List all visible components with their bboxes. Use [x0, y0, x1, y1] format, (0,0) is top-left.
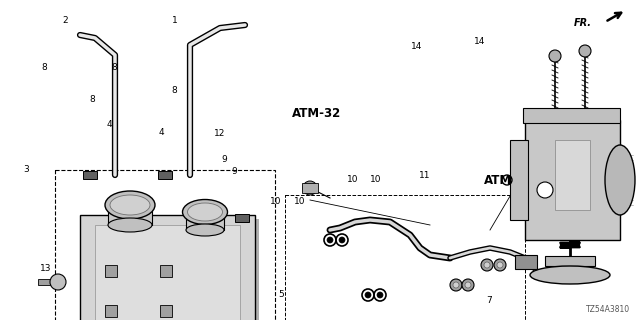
Bar [80, 215, 255, 320]
Text: 1: 1 [172, 16, 177, 25]
Bar [138, 221, 152, 229]
Text: 10: 10 [347, 175, 358, 184]
Bar [186, 212, 224, 230]
Circle shape [537, 182, 553, 198]
Bar [555, 140, 590, 210]
Text: 10: 10 [270, 197, 282, 206]
Circle shape [579, 45, 591, 57]
Circle shape [497, 262, 503, 268]
Bar [83, 171, 97, 179]
Circle shape [465, 282, 471, 288]
Bar [515, 255, 537, 269]
Bar [285, 195, 525, 320]
Circle shape [303, 181, 317, 195]
Text: 11: 11 [419, 171, 430, 180]
Circle shape [339, 237, 345, 243]
Ellipse shape [188, 203, 223, 221]
Ellipse shape [110, 195, 150, 215]
Circle shape [365, 292, 371, 298]
Bar [235, 214, 249, 222]
Bar [55, 170, 275, 320]
Text: 14: 14 [411, 42, 422, 51]
Text: 4: 4 [159, 128, 164, 137]
Bar [545, 256, 595, 266]
Bar [108, 205, 152, 225]
Text: 9: 9 [231, 167, 237, 176]
Text: 8: 8 [171, 86, 177, 95]
Circle shape [327, 237, 333, 243]
Text: 10: 10 [370, 175, 381, 184]
Circle shape [462, 279, 474, 291]
Circle shape [50, 274, 66, 290]
Bar [105, 305, 117, 317]
Text: 7: 7 [486, 296, 492, 305]
Circle shape [494, 259, 506, 271]
Text: ATM-32: ATM-32 [292, 107, 341, 120]
Text: 6: 6 [531, 268, 537, 276]
Bar [510, 140, 528, 220]
Bar [302, 183, 318, 193]
Text: 13: 13 [40, 264, 52, 273]
Bar [525, 120, 620, 240]
Text: 4: 4 [106, 120, 112, 129]
Ellipse shape [108, 218, 152, 232]
Ellipse shape [186, 224, 224, 236]
Bar [105, 265, 117, 277]
Circle shape [484, 262, 490, 268]
Circle shape [450, 279, 462, 291]
Bar [84, 219, 259, 320]
Text: 14: 14 [474, 37, 485, 46]
Text: 12: 12 [214, 129, 225, 138]
Text: 9: 9 [239, 236, 245, 244]
Bar [95, 225, 240, 320]
Bar [38, 279, 53, 285]
Text: 8: 8 [111, 63, 117, 72]
Text: 2: 2 [63, 16, 68, 25]
Bar [160, 265, 172, 277]
Bar [523, 108, 620, 123]
Text: 8: 8 [41, 63, 47, 72]
Ellipse shape [105, 191, 155, 219]
Bar [160, 305, 172, 317]
Text: 9: 9 [221, 155, 227, 164]
Ellipse shape [182, 199, 227, 225]
Ellipse shape [530, 266, 610, 284]
Text: FR.: FR. [574, 18, 592, 28]
Text: TZ54A3810: TZ54A3810 [586, 305, 630, 314]
Text: 10: 10 [294, 197, 306, 206]
Circle shape [377, 292, 383, 298]
Circle shape [481, 259, 493, 271]
Text: 3: 3 [23, 165, 29, 174]
Text: 8: 8 [89, 95, 95, 104]
Ellipse shape [605, 145, 635, 215]
Circle shape [453, 282, 459, 288]
Bar [158, 171, 172, 179]
Circle shape [549, 50, 561, 62]
Text: 9: 9 [230, 224, 236, 233]
Text: ATM-32: ATM-32 [484, 174, 533, 187]
Text: 5: 5 [279, 290, 284, 299]
